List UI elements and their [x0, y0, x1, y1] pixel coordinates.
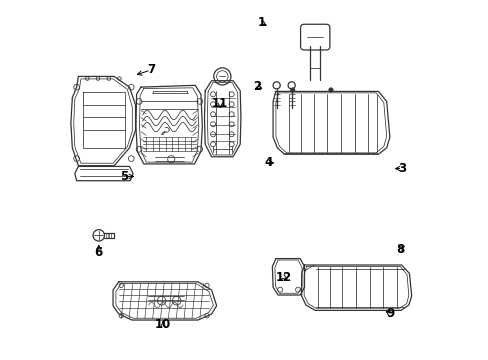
- Text: 6: 6: [95, 246, 102, 258]
- Text: 1: 1: [257, 16, 265, 29]
- Text: 7: 7: [146, 63, 155, 76]
- Text: 9: 9: [386, 307, 393, 320]
- Text: 3: 3: [398, 162, 406, 175]
- Text: 10: 10: [155, 318, 171, 331]
- Text: 2: 2: [253, 80, 261, 93]
- Circle shape: [328, 88, 332, 92]
- Text: 12: 12: [275, 271, 291, 284]
- Text: 5: 5: [120, 170, 128, 183]
- Text: 4: 4: [264, 156, 272, 169]
- Text: 11: 11: [212, 97, 228, 110]
- Text: 8: 8: [395, 243, 403, 256]
- Circle shape: [290, 88, 294, 92]
